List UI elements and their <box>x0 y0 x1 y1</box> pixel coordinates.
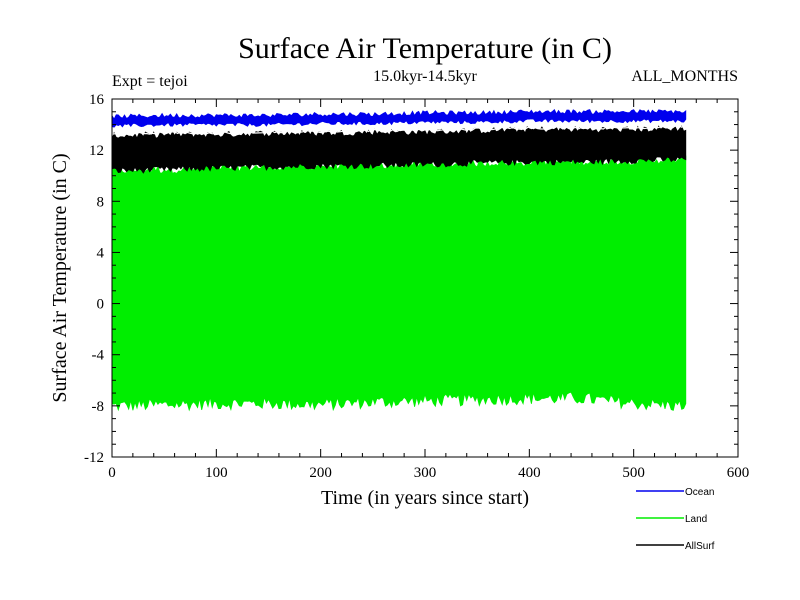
chart-subtitle: 15.0kyr-14.5kyr <box>373 68 477 85</box>
series-band-allsurf <box>111 125 687 174</box>
y-tick-label: 16 <box>89 92 105 108</box>
legend: Ocean Land AllSurf <box>636 487 715 552</box>
x-tick-label: 200 <box>309 465 332 481</box>
y-axis-label: Surface Air Temperature (in C) <box>49 153 71 402</box>
months-label: ALL_MONTHS <box>631 68 738 85</box>
y-tick-label: -12 <box>84 450 104 466</box>
y-tick-label: 8 <box>97 194 105 210</box>
legend-label-allsurf: AllSurf <box>685 541 715 552</box>
x-tick-label: 300 <box>414 465 437 481</box>
y-tick-label: 0 <box>97 297 105 313</box>
y-tick-label: -8 <box>92 399 105 415</box>
series-band-ocean <box>111 109 687 128</box>
allsurf-edge <box>111 124 686 135</box>
legend-label-land: Land <box>685 514 707 525</box>
chart-title: Surface Air Temperature (in C) <box>238 32 612 65</box>
x-tick-label: 500 <box>622 465 645 481</box>
x-tick-label: 0 <box>108 465 116 481</box>
series-band-land <box>111 155 687 412</box>
data-layer <box>111 109 687 412</box>
y-tick-label: 12 <box>89 143 104 159</box>
x-tick-label: 400 <box>518 465 541 481</box>
x-axis-label: Time (in years since start) <box>321 487 529 509</box>
legend-label-ocean: Ocean <box>685 487 714 498</box>
y-tick-label: -4 <box>92 348 105 364</box>
axes-layer: 0 100 200 300 400 500 600 -12 -8 -4 0 4 8 12 16 <box>84 92 749 481</box>
expt-label: Expt = tejoi <box>112 73 188 90</box>
x-tick-label: 600 <box>727 465 750 481</box>
y-tick-label: 4 <box>97 245 105 261</box>
x-tick-label: 100 <box>205 465 228 481</box>
